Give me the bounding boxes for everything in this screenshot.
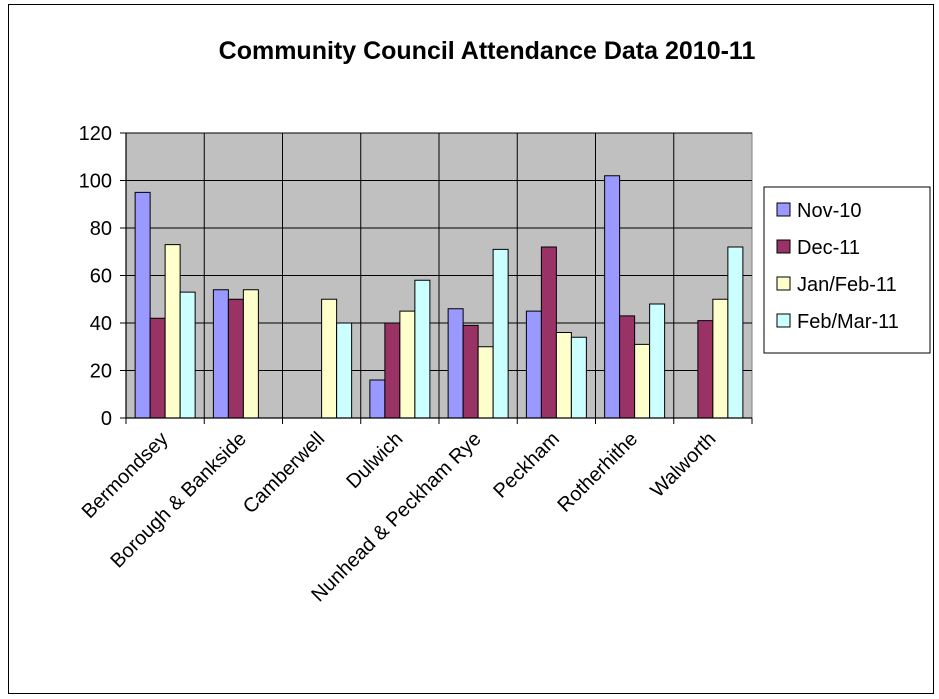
y-tick-label: 120	[79, 123, 112, 145]
bar	[604, 175, 621, 419]
bar	[242, 289, 259, 419]
bar	[414, 279, 431, 419]
bar	[212, 289, 229, 419]
x-category-label: Dulwich	[342, 428, 407, 493]
bar	[336, 322, 353, 419]
bar	[149, 317, 166, 419]
bar	[492, 248, 509, 419]
legend: Nov-10 Dec-11 Jan/Feb-11 Feb/Mar-11	[763, 186, 931, 354]
x-category-label: Borough & Bankside	[106, 428, 250, 572]
y-tick-label: 80	[90, 218, 112, 240]
legend-box	[763, 186, 931, 354]
legend-label: Feb/Mar-11	[797, 311, 899, 333]
bar	[164, 244, 181, 419]
bar	[134, 191, 151, 419]
y-tick-label: 0	[101, 408, 112, 430]
bar	[447, 308, 464, 419]
x-category-label: Walworth	[646, 428, 720, 502]
legend-swatch	[776, 276, 791, 291]
x-category-label: Nunhead & Peckham Rye	[307, 428, 485, 606]
legend-label: Dec-11	[797, 237, 860, 259]
bar	[369, 379, 386, 419]
chart-title: Community Council Attendance Data 2010-1…	[219, 37, 756, 65]
legend-label: Jan/Feb-11	[797, 274, 897, 296]
bar	[712, 298, 729, 419]
bar	[634, 343, 651, 419]
x-category-label: Camberwell	[239, 428, 329, 518]
y-tick-label: 100	[79, 171, 112, 193]
bar	[227, 298, 244, 419]
bar	[697, 320, 714, 419]
chart-frame: Community Council Attendance Data 2010-1…	[8, 4, 934, 694]
bar	[525, 310, 542, 419]
bar	[179, 291, 196, 419]
chart: Community Council Attendance Data 2010-1…	[78, 37, 931, 606]
y-tick-label: 60	[90, 266, 112, 288]
x-category-label: Peckham	[489, 428, 564, 503]
legend-swatch	[776, 313, 791, 328]
bar	[462, 324, 479, 419]
bar	[477, 346, 494, 419]
y-tick-label: 20	[90, 361, 112, 383]
bar	[619, 315, 636, 419]
bar	[540, 246, 557, 419]
bar	[384, 322, 401, 419]
legend-swatch	[776, 202, 791, 217]
bar	[570, 336, 587, 419]
legend-label: Nov-10	[797, 200, 861, 222]
bar	[555, 332, 572, 419]
bar	[399, 310, 416, 419]
x-category-label: Rotherhithe	[553, 428, 642, 517]
bar	[727, 246, 744, 419]
y-tick-label: 40	[90, 313, 112, 335]
bar	[649, 303, 666, 419]
bar	[321, 298, 338, 419]
legend-swatch	[776, 239, 791, 254]
